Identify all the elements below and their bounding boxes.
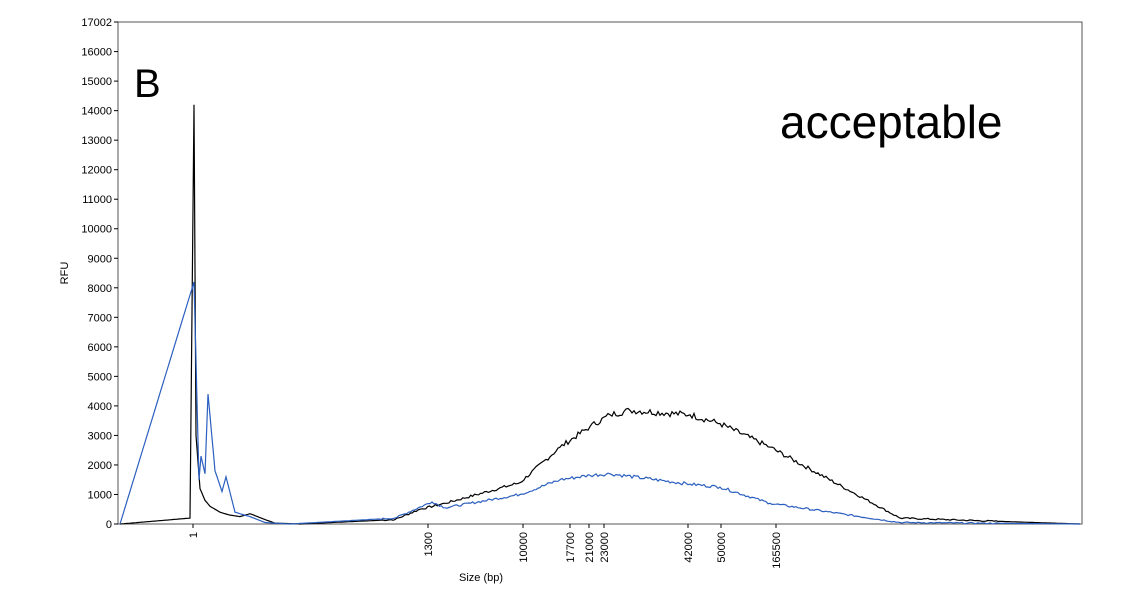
x-axis-title: Size (bp)	[459, 572, 503, 584]
panel-label: B	[134, 62, 161, 106]
x-tick-label: 21000	[584, 532, 596, 563]
y-tick-label: 9000	[88, 253, 112, 265]
x-axis: 1 1300 10000 17700 21000 23000 42000 50000 16550…	[188, 524, 783, 569]
y-tick-label: 16000	[81, 47, 112, 59]
x-tick-label: 17700	[565, 532, 577, 563]
y-axis: 0 1000 2000 3000 4000 5000 6000 7000 8000 9000 100…	[81, 17, 118, 531]
y-tick-label: 13000	[81, 135, 112, 147]
x-tick-label: 10000	[518, 532, 530, 563]
series-line-blue	[119, 281, 1080, 525]
y-tick-label: 8000	[88, 283, 112, 295]
x-tick-label: 23000	[599, 532, 611, 563]
series-line-black	[119, 104, 1081, 525]
x-tick-label: 165500	[771, 532, 783, 569]
y-tick-label: 11000	[82, 194, 112, 206]
x-tick-label: 50000	[716, 532, 728, 563]
y-tick-label: 17002	[81, 17, 112, 29]
y-tick-label: 7000	[88, 312, 112, 324]
y-tick-label: 5000	[88, 371, 112, 383]
y-tick-label: 0	[106, 519, 112, 531]
y-tick-label: 10000	[81, 224, 112, 236]
y-axis-title: RFU	[59, 262, 71, 285]
plot-border	[117, 21, 1083, 525]
y-tick-label: 12000	[81, 165, 112, 177]
y-tick-label: 3000	[88, 430, 112, 442]
y-tick-label: 4000	[88, 401, 112, 413]
x-tick-label: 1300	[423, 532, 435, 556]
y-tick-label: 15000	[81, 76, 112, 88]
y-tick-label: 6000	[88, 342, 112, 354]
y-tick-label: 2000	[88, 460, 112, 472]
x-tick-label: 42000	[683, 532, 695, 563]
quality-annotation: acceptable	[780, 96, 1003, 148]
series-layer	[119, 104, 1081, 525]
x-tick-label: 1	[188, 532, 200, 538]
y-tick-label: 14000	[81, 106, 112, 118]
y-tick-label: 1000	[88, 489, 112, 501]
plot-frame	[117, 21, 1083, 525]
